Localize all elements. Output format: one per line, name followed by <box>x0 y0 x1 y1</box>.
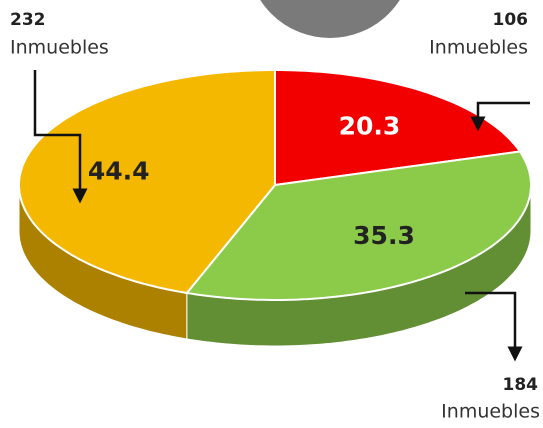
arrow <box>465 291 523 362</box>
pie-slice <box>18 69 276 295</box>
arrow <box>33 70 88 204</box>
value-label: 44.4 <box>88 157 150 186</box>
count-label: 232 <box>10 10 46 30</box>
value-label: 35.3 <box>353 221 415 250</box>
unit-label: Inmuebles <box>429 37 528 59</box>
unit-label: Inmuebles <box>441 401 540 423</box>
count-label: 106 <box>493 10 529 30</box>
unit-label: Inmuebles <box>10 37 109 59</box>
value-label: 20.3 <box>339 112 401 141</box>
pie-slice <box>274 69 522 187</box>
count-label: 184 <box>503 375 539 395</box>
pie <box>18 69 532 347</box>
arrow <box>470 101 530 132</box>
decor-circle <box>255 0 405 42</box>
